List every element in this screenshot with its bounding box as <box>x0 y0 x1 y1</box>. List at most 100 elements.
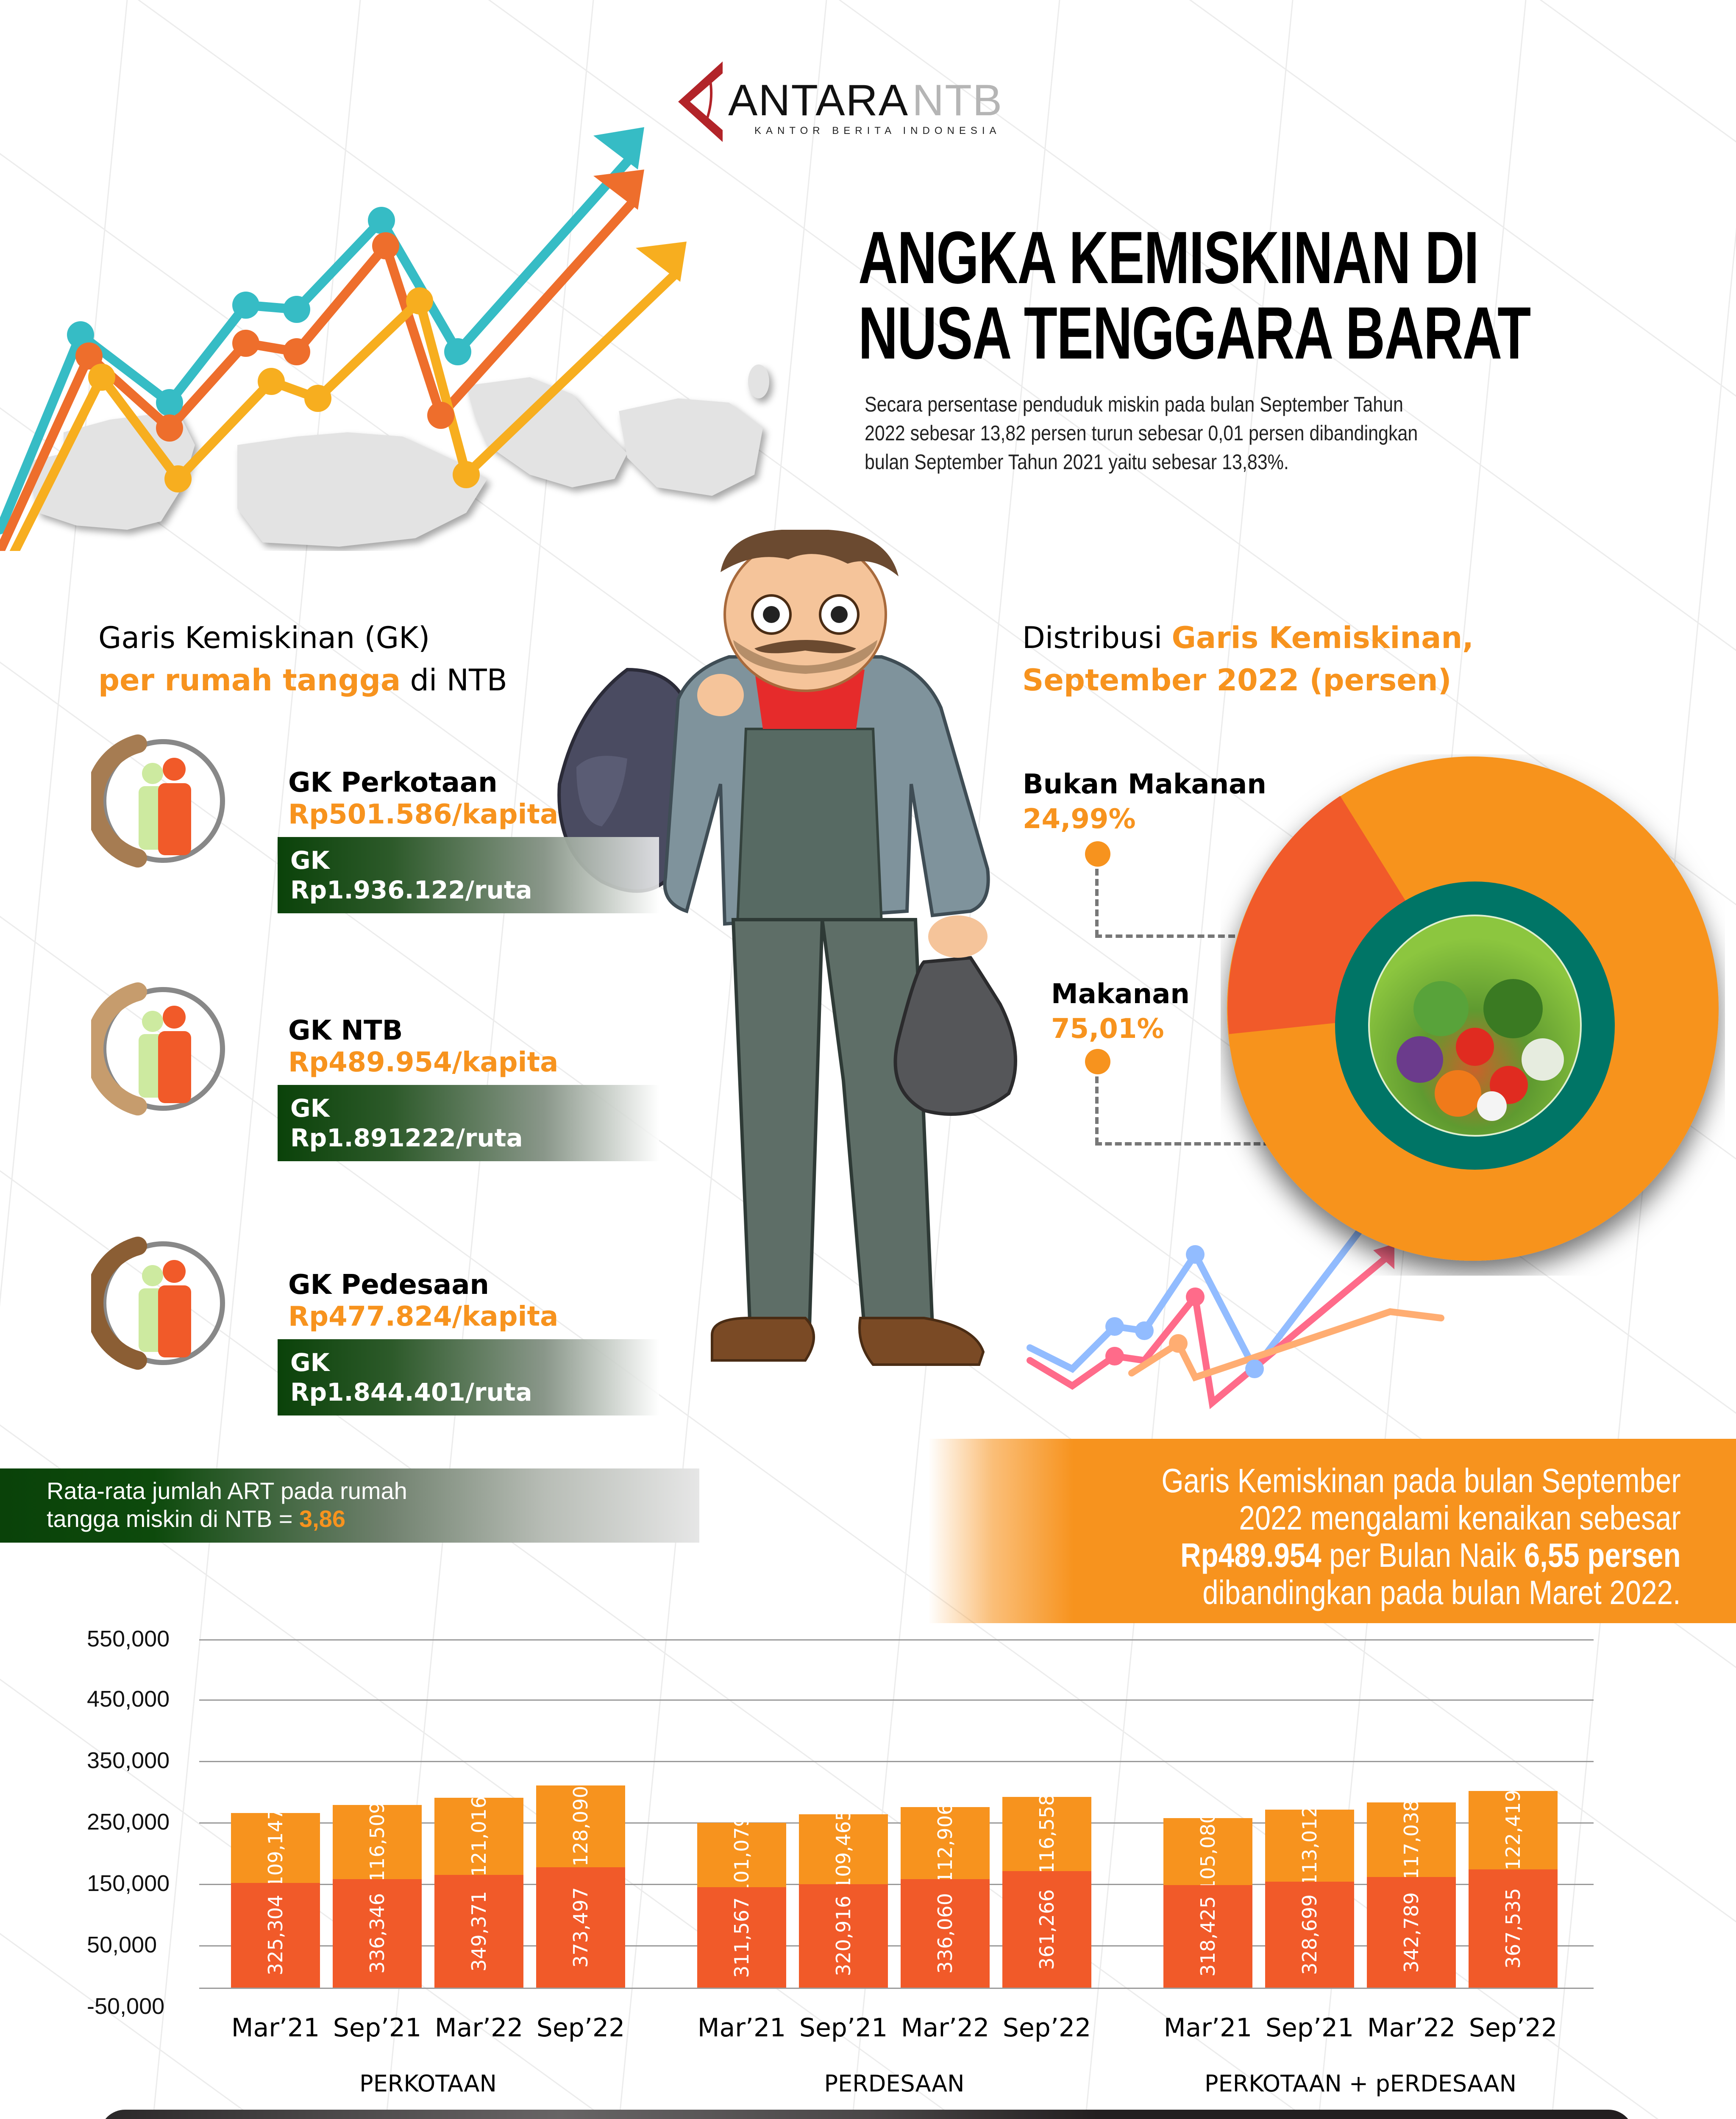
bar-value-label: 325,304 <box>264 1895 287 1976</box>
y-tick-label: 550,000 <box>87 1626 170 1652</box>
bar-segment-non-food: 116,509 <box>333 1802 422 1883</box>
bar-segment-food: 311,567 <box>697 1887 786 1988</box>
y-tick-label: 350,000 <box>87 1748 170 1773</box>
bar-value-label: 373,497 <box>569 1887 592 1968</box>
x-category-label: Mar’22 <box>434 2013 523 2043</box>
gk-per-household-box: GK Rp1.936.122/ruta <box>278 837 659 913</box>
bar-value-label: 116,509 <box>366 1802 389 1883</box>
note-percent: 6,55 persen <box>1524 1536 1681 1574</box>
y-tick-label: -50,000 <box>87 1994 165 2019</box>
page-title: ANGKA KEMISKINAN DI NUSA TENGGARA BARAT <box>858 220 1531 371</box>
gk-heading-highlight: per rumah tangga <box>98 663 401 698</box>
stacked-bar: 101,079 311,567 <box>697 1815 786 1988</box>
art-line-2-text: tangga miskin di NTB = <box>47 1505 300 1532</box>
stacked-bar: 122,419 367,535 <box>1469 1790 1558 1988</box>
x-category-label: Sep’21 <box>799 2013 888 2043</box>
people-ring-icon <box>91 734 225 868</box>
note-line-3: Rp489.954 per Bulan Naik 6,55 persen <box>1162 1537 1681 1574</box>
bar-value-label: 328,699 <box>1298 1894 1321 1975</box>
bar-value-label: 336,060 <box>934 1893 957 1974</box>
logo-tagline: KANTOR BERITA INDONESIA <box>754 125 1001 136</box>
distribution-donut-chart <box>1227 756 1719 1261</box>
gridline <box>199 1639 1594 1641</box>
gk-heading-line-2: per rumah tangga di NTB <box>98 659 507 701</box>
bar-value-label: 342,789 <box>1400 1892 1423 1973</box>
islands-map <box>25 364 769 547</box>
bar-value-label: 128,090 <box>569 1786 592 1867</box>
intro-line-3: bulan September Tahun 2021 yaitu sebesar… <box>865 450 1289 474</box>
group-label: PERKOTAAN + pERDESAAN <box>1205 2070 1516 2097</box>
bar-segment-non-food: 101,079 <box>697 1815 786 1895</box>
bar-value-label: 361,266 <box>1035 1889 1058 1970</box>
bar-segment-food: 367,535 <box>1469 1869 1558 1988</box>
group-label: PERDESAAN <box>824 2070 965 2097</box>
bar-value-label: 320,916 <box>832 1895 855 1977</box>
note-line-2: 2022 mengalami kenaikan sebesar <box>1239 1499 1681 1537</box>
art-line-2: tangga miskin di NTB = 3,86 <box>47 1505 699 1533</box>
bar-value-label: 109,147 <box>264 1808 287 1888</box>
x-category-label: Mar’21 <box>1163 2013 1252 2043</box>
bar-value-label: 112,906 <box>934 1803 957 1884</box>
stacked-bar: 113,012 328,699 <box>1265 1805 1354 1988</box>
y-tick-label: 250,000 <box>87 1809 170 1835</box>
stacked-bar-chart: 550,000 450,000 350,000 250,000 150,000 50,00… <box>0 1619 1736 2098</box>
gk-per-capita: Rp501.586/kapita <box>288 799 559 830</box>
distribution-heading-highlight-2: September 2022 (persen) <box>1022 663 1452 698</box>
x-category-label: Mar’21 <box>697 2013 786 2043</box>
gk-name: GK Perkotaan <box>288 767 498 798</box>
distribution-heading: Distribusi Garis Kemiskinan, September 2… <box>1022 617 1474 701</box>
non-food-leader-v <box>1095 869 1099 937</box>
logo-name-main: ANTARA <box>728 76 909 125</box>
gk-per-capita: Rp489.954/kapita <box>288 1047 559 1078</box>
stacked-bar: 112,906 336,060 <box>901 1803 990 1988</box>
gk-section-heading: Garis Kemiskinan (GK) per rumah tangga d… <box>98 617 507 701</box>
stacked-bar: 117,038 342,789 <box>1367 1799 1456 1988</box>
bar-value-label: 318,425 <box>1196 1896 1219 1977</box>
food-leader-v <box>1095 1076 1099 1144</box>
food-marker-dot <box>1085 1049 1110 1074</box>
stacked-bar: 109,465 320,916 <box>799 1809 888 1988</box>
bar-segment-food: 318,425 <box>1163 1885 1252 1988</box>
non-food-leader-h <box>1095 934 1235 938</box>
logo-name-region: NTB <box>912 76 1003 125</box>
bar-segment-non-food: 122,419 <box>1469 1790 1558 1871</box>
arrowheads <box>593 127 687 282</box>
note-amount: Rp489.954 <box>1180 1536 1322 1574</box>
intro-paragraph: Secara persentase penduduk miskin pada b… <box>865 390 1484 476</box>
average-household-members-banner: Rata-rata jumlah ART pada rumah tangga m… <box>0 1468 699 1543</box>
y-tick-label: 150,000 <box>87 1871 170 1896</box>
food-label: Makanan <box>1051 979 1190 1010</box>
gridline <box>199 1699 1594 1701</box>
gk-per-household-box: GK Rp1.844.401/ruta <box>278 1339 659 1415</box>
bar-segment-non-food: 105,080 <box>1163 1811 1252 1892</box>
x-category-label: Sep’22 <box>1002 2013 1091 2043</box>
bar-segment-food: 320,916 <box>799 1884 888 1988</box>
bar-segment-non-food: 109,147 <box>231 1808 320 1888</box>
food-pct: 75,01% <box>1051 1013 1164 1045</box>
bar-value-label: 122,419 <box>1502 1790 1525 1871</box>
stacked-bar: 116,509 336,346 <box>333 1802 422 1988</box>
group-label: PERKOTAAN <box>359 2070 497 2097</box>
bar-value-label: 113,012 <box>1298 1805 1321 1886</box>
antara-logo: ANTARANTB KANTOR BERITA INDONESIA <box>678 61 1060 142</box>
increase-note-banner: Garis Kemiskinan pada bulan September 20… <box>928 1439 1736 1623</box>
bar-value-label: 101,079 <box>730 1814 753 1896</box>
art-line-1: Rata-rata jumlah ART pada rumah <box>47 1477 407 1504</box>
bar-segment-non-food: 116,558 <box>1002 1794 1091 1874</box>
note-mid: per Bulan Naik <box>1321 1536 1525 1574</box>
increase-note-text: Garis Kemiskinan pada bulan September 20… <box>1162 1462 1681 1611</box>
credits-footer: DATA : BPS Prov NTB ILUSTRASI : Freepik … <box>100 2110 1634 2119</box>
bar-value-label: 349,371 <box>467 1891 490 1972</box>
gk-ruta-label: GK <box>290 846 330 875</box>
bar-segment-non-food: 113,012 <box>1265 1805 1354 1886</box>
intro-line-1: Secara persentase penduduk miskin pada b… <box>865 392 1403 416</box>
label-food: Makanan 75,01% <box>1051 977 1190 1046</box>
art-value: 3,86 <box>299 1505 346 1532</box>
x-category-label: Sep’22 <box>1469 2013 1558 2043</box>
intro-line-2: 2022 sebesar 13,82 persen turun sebesar … <box>865 421 1418 445</box>
bar-segment-food: 361,266 <box>1002 1871 1091 1988</box>
bar-segment-non-food: 121,016 <box>434 1796 523 1877</box>
gk-card-perkotaan: GK Perkotaan Rp501.586/kapita GK Rp1.936… <box>91 729 659 928</box>
y-tick-label: 450,000 <box>87 1686 170 1712</box>
bar-segment-food: 336,346 <box>333 1879 422 1988</box>
